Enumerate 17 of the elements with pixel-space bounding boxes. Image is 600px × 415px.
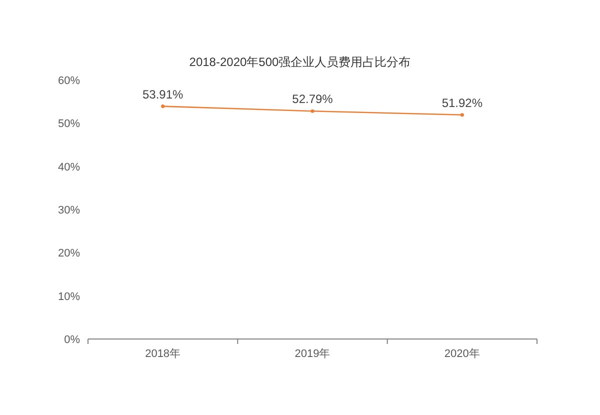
point [161, 104, 165, 108]
title: 2018-2020年500强企业人员费用占比分布 [189, 55, 411, 69]
y-tick-label: 30% [58, 204, 80, 216]
x-tick-label: 2019年 [294, 348, 330, 360]
x-tick-label: 2018年 [145, 348, 181, 360]
y-tick-label: 40% [58, 161, 80, 174]
point [460, 113, 464, 117]
point [310, 109, 314, 113]
data-label: 51.92% [442, 96, 483, 110]
x-tick-label: 2020年 [444, 348, 480, 360]
y-tick-label: 60% [58, 75, 80, 87]
y-tick-label: 10% [58, 290, 80, 303]
data-label: 52.79% [292, 92, 334, 106]
y-tick-label: 50% [58, 118, 80, 130]
y-tick-label: 20% [58, 248, 80, 260]
data-label: 53.91% [142, 87, 184, 102]
y-tick-label: 0% [64, 334, 80, 346]
